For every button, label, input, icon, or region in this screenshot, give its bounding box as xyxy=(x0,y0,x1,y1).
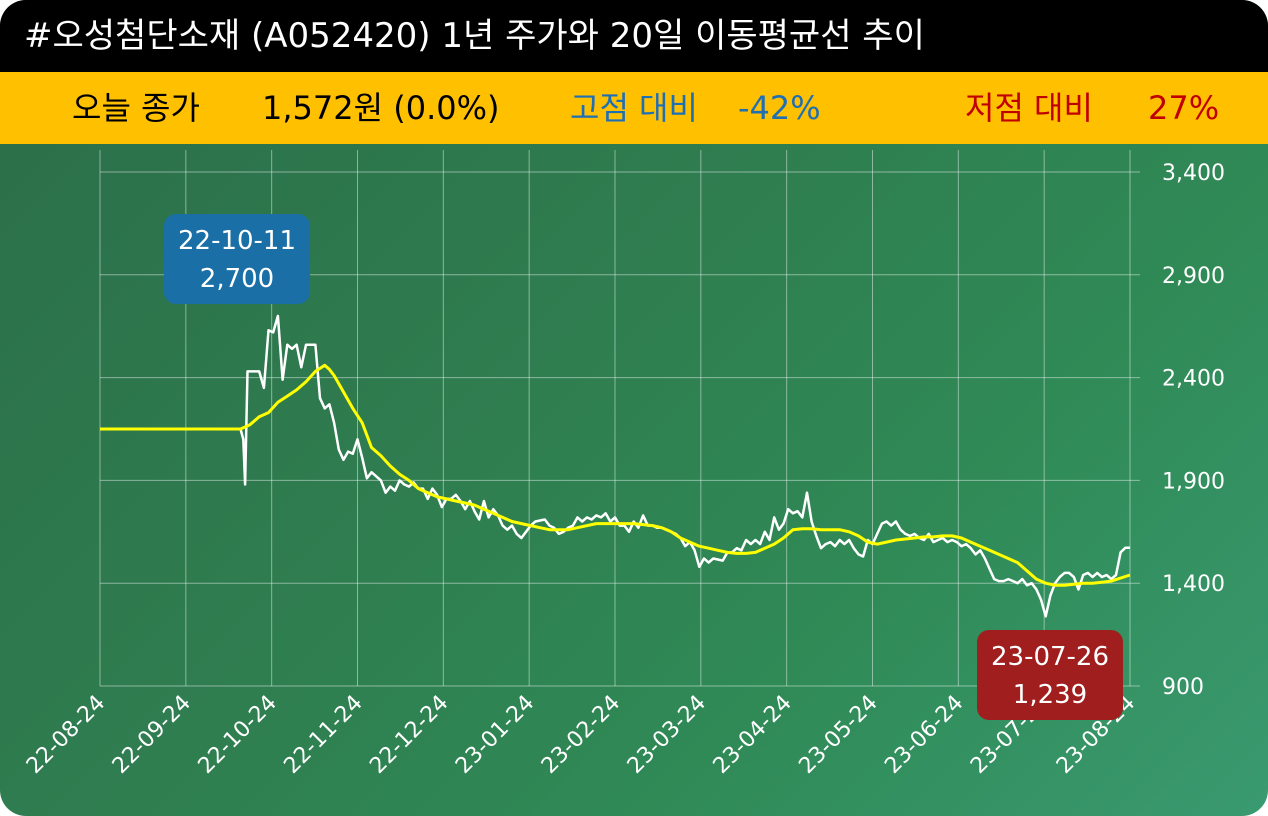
y-tick-label: 2,900 xyxy=(1162,264,1225,289)
low-compare-label: 저점 대비 xyxy=(965,89,1093,127)
low-compare-value: 27% xyxy=(1148,89,1220,127)
low-annotation-date: 23-07-26 xyxy=(991,642,1109,672)
title-bar: #오성첨단소재 (A052420) 1년 주가와 20일 이동평균선 추이 xyxy=(0,0,1268,72)
x-tick-label: 22-10-24 xyxy=(194,691,282,779)
y-tick-label: 3,400 xyxy=(1162,161,1225,186)
high-compare-label: 고점 대비 xyxy=(570,89,698,127)
x-tick-label: 23-03-24 xyxy=(623,691,711,779)
chart-title: #오성첨단소재 (A052420) 1년 주가와 20일 이동평균선 추이 xyxy=(24,16,925,56)
high-annotation-value: 2,700 xyxy=(200,264,274,294)
x-tick-label: 22-12-24 xyxy=(365,691,453,779)
y-tick-label: 1,400 xyxy=(1162,572,1225,597)
low-annotation-value: 1,239 xyxy=(1013,680,1087,710)
y-tick-label: 1,900 xyxy=(1162,469,1225,494)
info-bar: 오늘 종가 1,572원 (0.0%) 고점 대비 -42% 저점 대비 27% xyxy=(0,72,1268,144)
close-label: 오늘 종가 xyxy=(72,89,200,127)
line-chart: 3,400 2,900 2,400 1,900 1,400 900 22-08-2422-0… xyxy=(22,150,1225,779)
close-value: 1,572원 (0.0%) xyxy=(262,89,500,127)
x-tick-label: 23-02-24 xyxy=(537,691,625,779)
high-compare-value: -42% xyxy=(738,89,821,127)
y-tick-label: 900 xyxy=(1162,675,1204,700)
x-tick-label: 23-06-24 xyxy=(880,691,968,779)
y-tick-label: 2,400 xyxy=(1162,367,1225,392)
x-tick-label: 22-11-24 xyxy=(279,691,367,779)
x-tick-label: 23-04-24 xyxy=(709,691,797,779)
x-tick-label: 23-01-24 xyxy=(451,691,539,779)
moving-average-line xyxy=(100,363,1131,587)
low-annotation-box xyxy=(977,630,1123,720)
high-annotation-box xyxy=(164,214,310,304)
x-tick-label: 22-09-24 xyxy=(108,691,196,779)
x-tick-label: 23-05-24 xyxy=(794,691,882,779)
high-annotation-date: 22-10-11 xyxy=(178,226,296,256)
x-tick-label: 22-08-24 xyxy=(22,691,110,779)
